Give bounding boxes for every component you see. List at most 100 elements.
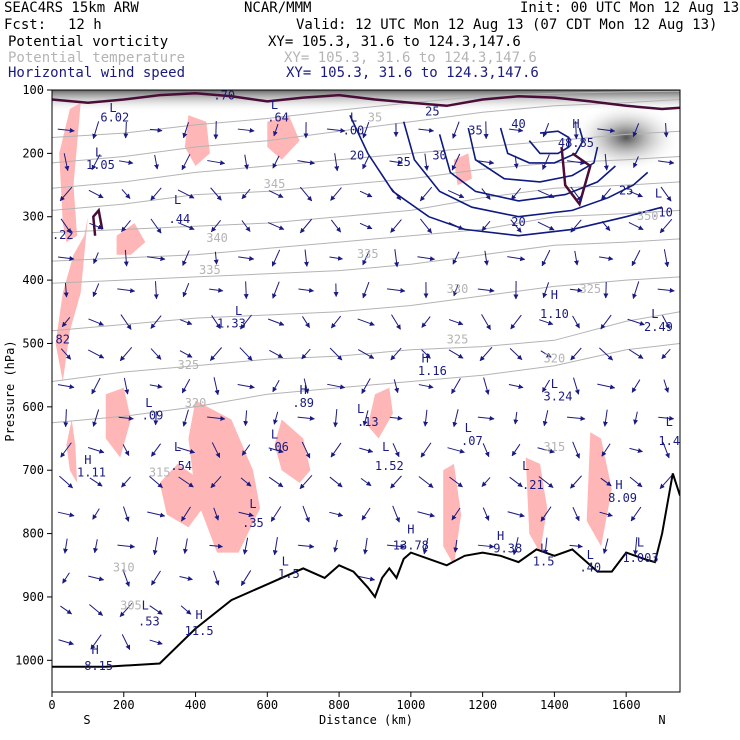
wind-vector-80	[181, 506, 191, 522]
wind-vector-106	[239, 347, 253, 361]
wind-vector-84	[213, 120, 219, 140]
wind-vector-217	[483, 250, 489, 266]
contour-label-12: H	[300, 383, 307, 397]
wind-vector-39	[117, 288, 136, 294]
wind-vector-104	[243, 281, 249, 300]
wind-vector-37	[121, 220, 131, 232]
contour-label-28: L	[465, 421, 472, 435]
wind-vector-144	[330, 187, 342, 201]
wind-vector-293	[629, 447, 643, 453]
contour-label-86: 320	[185, 396, 207, 410]
wind-vector-150	[327, 383, 346, 390]
contour-label-33: 1.10	[540, 307, 569, 321]
wind-vector-282	[602, 538, 609, 554]
wind-vector-95	[210, 475, 222, 489]
wind-vector-290	[628, 349, 644, 359]
fcst-value: 12 h	[68, 17, 102, 33]
contour-label-78: 345	[264, 177, 286, 191]
wind-vector-194	[423, 409, 429, 427]
wind-vector-223	[482, 443, 490, 458]
wind-vector-154	[329, 511, 344, 518]
wind-vector-239	[507, 511, 525, 518]
wind-vector-108	[243, 410, 249, 427]
y-tick-label-1: 200	[22, 146, 44, 160]
contour-label-65: 48.85	[558, 136, 594, 150]
wind-vector-224	[481, 477, 491, 487]
wind-vector-35	[118, 159, 134, 165]
contour-label-22: L	[357, 402, 364, 416]
wind-vector-94	[211, 442, 221, 459]
wind-vector-206	[448, 349, 464, 359]
wind-vector-225	[482, 507, 490, 521]
contour-label-92: 35	[368, 111, 382, 125]
wind-vector-192	[421, 349, 431, 359]
wind-vector-26	[92, 409, 100, 427]
wind-vector-230	[510, 219, 522, 233]
wind-vector-4	[57, 255, 75, 261]
contour-label-45: 9.38	[493, 542, 522, 556]
wind-vector-17	[92, 121, 100, 140]
wind-vector-122	[272, 379, 280, 393]
x-end-label-right: N	[658, 713, 665, 727]
contour-label-34: L	[651, 307, 658, 321]
contour-label-91: 305	[120, 599, 142, 613]
y-tick-label-2: 300	[22, 210, 44, 224]
wind-vector-48	[122, 569, 130, 587]
wind-vector-209	[447, 447, 465, 454]
wind-vector-67	[149, 639, 163, 646]
contour-label-85: 325	[579, 282, 601, 296]
wind-vector-141	[298, 543, 315, 549]
wind-vector-78	[177, 446, 196, 454]
wind-vector-202	[448, 222, 464, 230]
wind-vector-69	[181, 153, 191, 171]
wind-vector-243	[537, 189, 555, 199]
wind-vector-137	[297, 415, 315, 421]
wind-vector-19	[88, 189, 104, 199]
pv-fill-region-14	[116, 223, 146, 255]
wind-vector-125	[268, 476, 284, 488]
wind-vector-63	[147, 511, 166, 518]
contour-label-73: 35	[468, 123, 482, 137]
wind-vector-9	[63, 409, 69, 428]
contour-label-43: 13.78	[393, 538, 429, 552]
wind-vector-93	[207, 415, 226, 421]
wind-vector-163	[357, 349, 375, 359]
wind-vector-151	[333, 409, 339, 428]
wind-vector-304	[661, 348, 671, 360]
wind-vector-152	[330, 442, 342, 458]
wind-vector-280	[600, 477, 612, 487]
x-tick-label-7: 1400	[540, 698, 569, 712]
contour-label-2: L	[95, 146, 102, 160]
wind-contour-0	[349, 114, 663, 237]
wind-vector-55	[147, 256, 166, 262]
contour-label-20: L	[249, 497, 256, 511]
wind-vector-257	[570, 186, 582, 202]
wind-vector-117	[267, 222, 285, 230]
wind-vector-231	[507, 256, 526, 262]
plot-frame	[51, 89, 681, 693]
contour-label-66: L	[655, 187, 662, 201]
wind-vector-89	[209, 287, 224, 293]
wind-vector-115	[272, 155, 280, 169]
wind-vector-72	[182, 250, 190, 267]
wind-vector-255	[573, 121, 579, 140]
theta-contour-5	[52, 181, 680, 234]
wind-vector-22	[92, 283, 100, 298]
wind-vector-98	[213, 570, 220, 586]
wind-contour-3	[467, 127, 599, 183]
y-tick-label-9: 1000	[15, 653, 44, 667]
contour-label-84: 325	[447, 332, 469, 346]
wind-vector-40	[120, 314, 132, 330]
theta-contour-0	[52, 343, 680, 424]
wind-vector-180	[389, 415, 403, 421]
wind-vector-135	[301, 348, 311, 360]
wind-vector-86	[210, 187, 222, 201]
wind-vector-43	[118, 415, 134, 421]
contour-label-14: L	[174, 440, 181, 454]
wind-vector-110	[240, 477, 252, 487]
pv-fill-region-0	[59, 102, 81, 243]
contour-label-7: .82	[48, 332, 70, 346]
contour-label-77: 350	[637, 209, 659, 223]
contour-label-90: 310	[113, 561, 135, 575]
